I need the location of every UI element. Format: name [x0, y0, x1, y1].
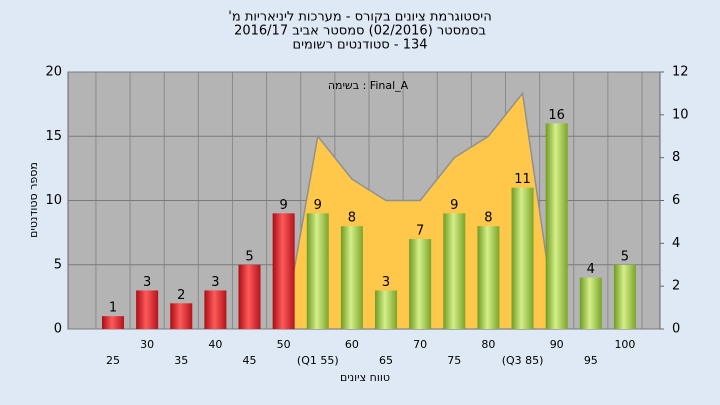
bar	[409, 239, 432, 329]
x-tick-label: 40	[208, 338, 222, 351]
y2-tick-label: 12	[672, 65, 689, 80]
x-tick-label: 100	[614, 338, 635, 351]
value-label: 8	[348, 211, 356, 226]
value-label: 9	[314, 198, 322, 213]
x-tick-label: 60	[345, 338, 359, 351]
x-tick-label: 70	[413, 338, 427, 351]
y2-tick-label: 10	[672, 107, 689, 122]
bar	[511, 187, 534, 329]
value-label: 3	[382, 275, 390, 290]
bar	[443, 213, 466, 329]
x-tick-label: 35	[174, 354, 188, 367]
value-label: 3	[143, 275, 151, 290]
x-tick-label: 50	[277, 338, 291, 351]
chart-subtitle: 134 - סטודנטים רשומים	[292, 38, 427, 53]
y-tick-label: 20	[45, 65, 62, 80]
value-label: 9	[450, 198, 458, 213]
x-tick-label: 45	[243, 354, 257, 367]
bar	[272, 213, 295, 329]
bar	[306, 213, 329, 329]
value-label: 1	[109, 301, 117, 316]
bar	[340, 226, 363, 329]
value-label: 4	[587, 262, 595, 277]
bar	[238, 264, 261, 329]
value-label: 9	[280, 198, 288, 213]
x-tick-label: 65	[379, 354, 393, 367]
bar	[545, 123, 568, 330]
x-tick-label: 95	[584, 354, 598, 367]
bar	[375, 290, 398, 329]
y-axis-label: מספר סטודנטים	[27, 162, 40, 238]
annotation: בשימה : Final_A	[328, 79, 409, 92]
chart-subtitle: בסמסטר (02/2016) סמסטר אביב 2016/17	[234, 24, 486, 39]
value-label: 2	[177, 288, 185, 303]
x-tick-label: (Q3 85)	[502, 354, 544, 367]
x-tick-label: 90	[550, 338, 564, 351]
x-tick-label: 30	[140, 338, 154, 351]
y2-tick-label: 4	[672, 236, 680, 251]
bar	[477, 226, 500, 329]
bar	[204, 290, 227, 329]
value-label: 16	[548, 108, 565, 123]
value-label: 11	[514, 172, 531, 187]
bar	[102, 316, 124, 329]
bar	[170, 303, 193, 329]
bar	[579, 277, 602, 329]
x-axis-label: טווח ציונים	[340, 371, 390, 384]
bar	[136, 290, 159, 329]
x-tick-label: 80	[481, 338, 495, 351]
value-label: 5	[245, 249, 253, 264]
x-tick-label: 25	[106, 354, 120, 367]
x-tick-label: 75	[447, 354, 461, 367]
y2-tick-label: 8	[672, 150, 680, 165]
value-label: 3	[211, 275, 219, 290]
value-label: 5	[621, 249, 629, 264]
y2-tick-label: 6	[672, 193, 680, 208]
value-label: 7	[416, 224, 424, 239]
y-tick-label: 5	[54, 257, 62, 272]
y-tick-label: 15	[45, 129, 62, 144]
value-label: 8	[484, 211, 492, 226]
y-tick-label: 0	[54, 322, 62, 337]
x-tick-label: (Q1 55)	[297, 354, 339, 367]
y-tick-label: 10	[45, 193, 62, 208]
chart-title: היסטוגרמת ציונים בקורס - מערכות ליניאריו…	[228, 10, 491, 25]
y2-tick-label: 0	[672, 322, 680, 337]
bar	[613, 264, 636, 329]
y2-tick-label: 2	[672, 279, 680, 294]
